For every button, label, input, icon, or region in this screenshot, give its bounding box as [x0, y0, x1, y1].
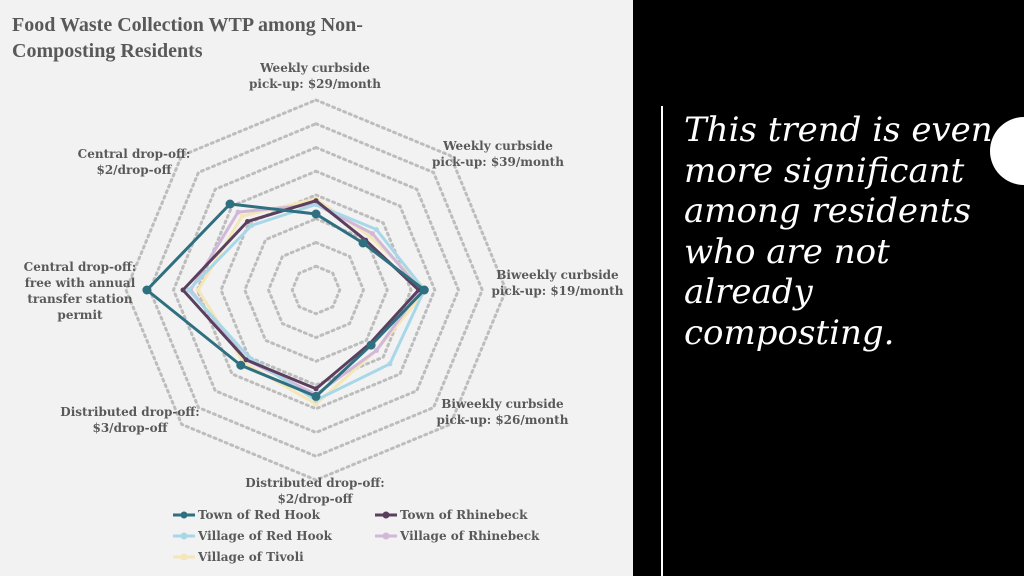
legend-swatch [173, 553, 195, 561]
data-point [239, 213, 245, 219]
axis-label: Central drop-off: free with annual trans… [23, 260, 137, 322]
data-point [142, 285, 152, 295]
chart-title: Food Waste Collection WTP among Non-Comp… [12, 14, 363, 62]
data-point [311, 209, 321, 219]
grid-ring [266, 240, 366, 340]
data-point [244, 218, 250, 224]
series-line [181, 199, 421, 391]
data-point [249, 223, 255, 229]
data-point [235, 209, 241, 215]
legend-label: Village of Red Hook [198, 529, 332, 543]
legend-item: Village of Tivoli [172, 549, 304, 565]
chart-panel: Food Waste Collection WTP among Non-Comp… [0, 0, 633, 576]
legend-label: Town of Rhinebeck [400, 508, 528, 522]
vertical-divider [661, 106, 663, 576]
axis-label: Central drop-off: $2/drop-off [77, 147, 191, 177]
legend-label: Town of Red Hook [198, 508, 320, 522]
data-point [419, 285, 429, 295]
legend-swatch [173, 511, 195, 519]
data-point [186, 287, 192, 293]
legend-item: Town of Rhinebeck [374, 507, 527, 523]
data-point [387, 361, 393, 367]
legend-item: Village of Rhinebeck [374, 528, 539, 544]
legend-label: Village of Tivoli [198, 550, 304, 564]
data-point [195, 287, 201, 293]
axis-label: Distributed drop-off: $2/drop-off [245, 476, 385, 506]
grid-ring [290, 264, 342, 316]
data-point [373, 227, 379, 233]
grid-ring [171, 145, 461, 435]
grid-ring [219, 193, 413, 387]
radar-chart [124, 98, 508, 482]
axis-label: Biweekly curbside pick-up: $19/month [491, 268, 624, 298]
data-point [366, 340, 376, 350]
axis-label: Biweekly curbside pick-up: $26/month [436, 397, 569, 427]
headline-text: This trend is even more significant amon… [684, 110, 993, 353]
data-point [225, 199, 235, 209]
data-point [180, 287, 186, 293]
data-point [311, 391, 321, 401]
grid-ring [148, 122, 484, 458]
axis-label: Weekly curbside pick-up: $39/month [432, 139, 564, 169]
axis-label: Weekly curbside pick-up: $29/month [249, 61, 381, 91]
legend-swatch [173, 532, 195, 540]
data-point [416, 287, 422, 293]
data-point [313, 386, 319, 392]
legend-item: Village of Red Hook [172, 528, 332, 544]
grid-ring [124, 98, 508, 482]
grid-ring [195, 169, 437, 411]
data-point [313, 401, 319, 407]
data-point [373, 347, 379, 353]
data-point [313, 198, 319, 204]
legend-item: Town of Red Hook [172, 507, 320, 523]
data-point [369, 231, 375, 237]
data-point [358, 238, 368, 248]
axis-label: Distributed drop-off: $3/drop-off [60, 405, 200, 435]
legend-label: Village of Rhinebeck [400, 529, 540, 543]
legend-swatch [375, 511, 397, 519]
data-point [236, 360, 246, 370]
data-point [243, 357, 249, 363]
grid-ring [243, 217, 389, 363]
legend-swatch [375, 532, 397, 540]
